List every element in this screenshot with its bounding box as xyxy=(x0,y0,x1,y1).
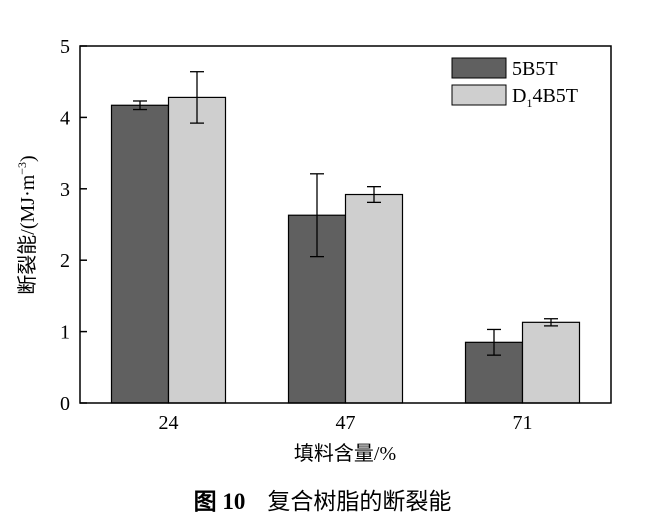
bar-chart: 0 1 2 3 4 5 24 47 71 5B5T D14B5T 填料含量/% 断裂能/(MJ·… xyxy=(15,36,612,465)
y-tick-label: 0 xyxy=(60,393,70,415)
legend: 5B5T D14B5T xyxy=(451,57,578,110)
figure-number: 图 10 xyxy=(193,489,246,514)
x-tick-label: 24 xyxy=(159,412,179,434)
legend-swatch-d14b5t xyxy=(451,84,507,106)
y-tick-label: 1 xyxy=(60,322,70,344)
bar xyxy=(167,96,227,404)
x-axis-title: 填料含量/% xyxy=(294,442,396,465)
y-tick-label: 4 xyxy=(60,107,70,129)
y-axis-title: 断裂能/(MJ·m−3) xyxy=(15,155,39,294)
figure-caption: 图 10 复合树脂的断裂能 xyxy=(0,482,645,516)
y-tick-label: 5 xyxy=(60,36,70,58)
bar xyxy=(344,193,404,404)
legend-label-5b5t: 5B5T xyxy=(512,58,558,80)
bar xyxy=(110,104,170,404)
legend-swatch-5b5t xyxy=(451,57,507,79)
x-tick-label: 71 xyxy=(513,412,533,434)
bar xyxy=(521,321,581,404)
x-tick-label: 47 xyxy=(336,412,356,434)
plot-frame xyxy=(79,45,612,404)
y-tick-label: 3 xyxy=(60,179,70,201)
plot-area: 0 1 2 3 4 5 24 47 71 xyxy=(60,36,581,434)
legend-label-d14b5t: D14B5T xyxy=(512,85,578,110)
y-tick-label: 2 xyxy=(60,250,70,272)
figure-caption-text: 复合树脂的断裂能 xyxy=(267,489,452,515)
